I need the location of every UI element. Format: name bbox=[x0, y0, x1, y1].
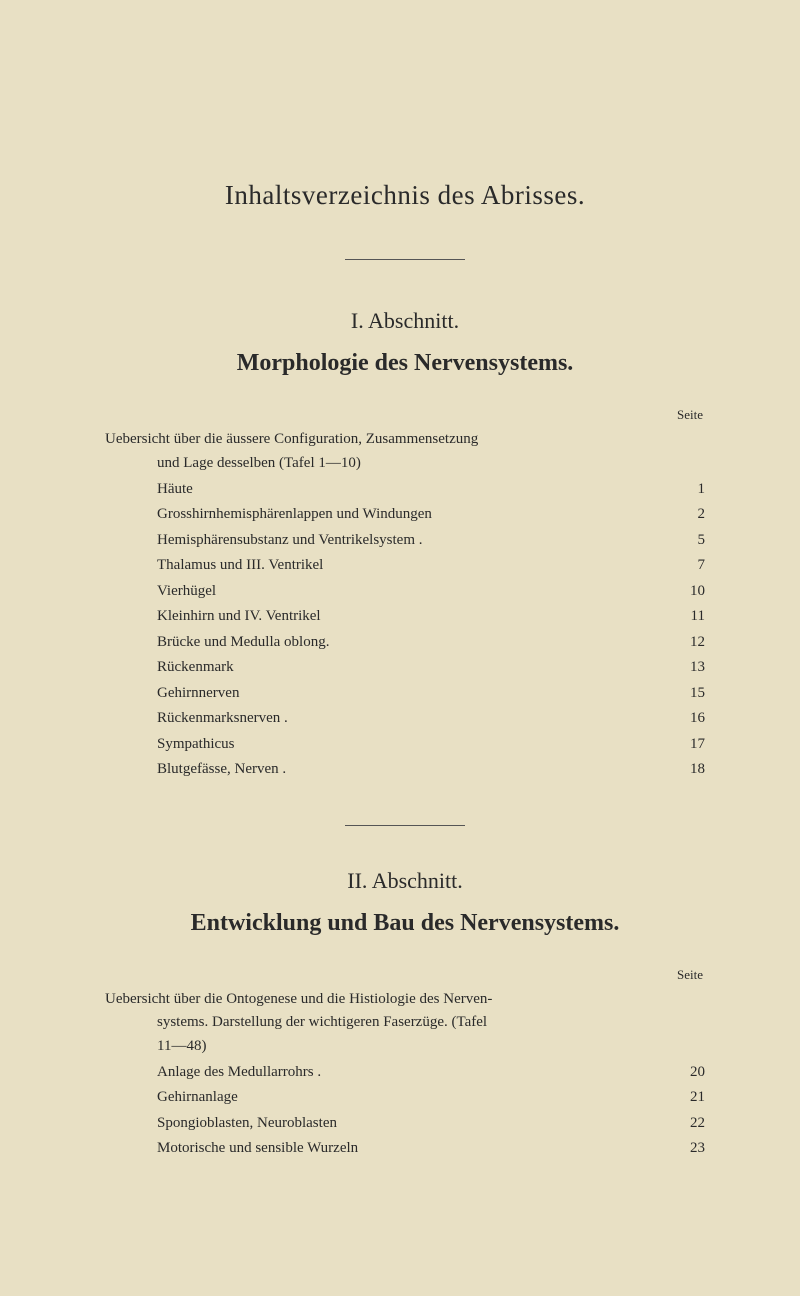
toc-row: Spongioblasten, Neuroblasten 22 bbox=[105, 1111, 705, 1137]
toc-dots bbox=[329, 1060, 669, 1086]
toc-dots bbox=[243, 732, 670, 758]
toc-row: Kleinhirn und IV. Ventrikel 11 bbox=[105, 604, 705, 630]
toc-entry-page: 23 bbox=[677, 1136, 705, 1162]
toc-entry-label: Brücke und Medulla oblong. bbox=[157, 630, 329, 656]
toc-row: Häute 1 bbox=[105, 477, 705, 503]
toc-row: Gehirnanlage 21 bbox=[105, 1085, 705, 1111]
toc-row: Rückenmarksnerven . 16 bbox=[105, 706, 705, 732]
toc-entry-page: 22 bbox=[677, 1111, 705, 1137]
toc-entry-label: Kleinhirn und IV. Ventrikel bbox=[157, 604, 321, 630]
toc-entry-page: 10 bbox=[677, 579, 705, 605]
toc-entry-page: 2 bbox=[677, 502, 705, 528]
toc-dots bbox=[345, 1111, 669, 1137]
toc-dots bbox=[224, 579, 669, 605]
toc-entry-label: Grosshirnhemisphärenlappen und Windungen bbox=[157, 502, 432, 528]
toc-dots bbox=[329, 604, 669, 630]
toc-entry-label: Motorische und sensible Wurzeln bbox=[157, 1136, 358, 1162]
toc-dots bbox=[296, 706, 669, 732]
toc-entry-page: 21 bbox=[677, 1085, 705, 1111]
toc-entry-label: Thalamus und III. Ventrikel bbox=[157, 553, 323, 579]
section-1-intro-1: Uebersicht über die äussere Configuratio… bbox=[105, 429, 705, 451]
toc-entry-label: Spongioblasten, Neuroblasten bbox=[157, 1111, 337, 1137]
section-1-number: I. Abschnitt. bbox=[105, 308, 705, 334]
toc-entry-label: Gehirnanlage bbox=[157, 1085, 238, 1111]
toc-row: Gehirnnerven 15 bbox=[105, 681, 705, 707]
section-2-intro-1: Uebersicht über die Ontogenese und die H… bbox=[105, 989, 705, 1011]
toc-row: Motorische und sensible Wurzeln 23 bbox=[105, 1136, 705, 1162]
toc-dots bbox=[431, 528, 669, 554]
section-1-toc: Häute1Grosshirnhemisphärenlappen und Win… bbox=[105, 477, 705, 783]
toc-entry-page: 5 bbox=[677, 528, 705, 554]
toc-dots bbox=[201, 477, 669, 503]
toc-entry-label: Gehirnnerven bbox=[157, 681, 239, 707]
toc-row: Brücke und Medulla oblong. 12 bbox=[105, 630, 705, 656]
toc-row: Blutgefässe, Nerven . 18 bbox=[105, 757, 705, 783]
section-2-intro-3: 11—48) bbox=[105, 1036, 705, 1058]
toc-entry-page: 15 bbox=[677, 681, 705, 707]
toc-entry-label: Rückenmark bbox=[157, 655, 234, 681]
toc-dots bbox=[440, 502, 669, 528]
toc-entry-page: 7 bbox=[677, 553, 705, 579]
toc-dots bbox=[294, 757, 669, 783]
toc-entry-page: 20 bbox=[677, 1060, 705, 1086]
title-divider bbox=[345, 259, 465, 260]
section-1: I. Abschnitt. Morphologie des Nervensyst… bbox=[105, 308, 705, 783]
section-2-title: Entwicklung und Bau des Nervensystems. bbox=[105, 910, 705, 937]
toc-entry-page: 17 bbox=[677, 732, 705, 758]
seite-label-2: Seite bbox=[105, 967, 705, 983]
seite-label-1: Seite bbox=[105, 407, 705, 423]
toc-entry-page: 12 bbox=[677, 630, 705, 656]
toc-entry-label: Sympathicus bbox=[157, 732, 235, 758]
toc-row: Hemisphärensubstanz und Ventrikelsystem … bbox=[105, 528, 705, 554]
toc-entry-label: Vierhügel bbox=[157, 579, 216, 605]
toc-entry-label: Rückenmarksnerven . bbox=[157, 706, 288, 732]
toc-row: Vierhügel 10 bbox=[105, 579, 705, 605]
toc-row: Sympathicus 17 bbox=[105, 732, 705, 758]
toc-dots bbox=[246, 1085, 669, 1111]
toc-row: Anlage des Medullarrohrs . 20 bbox=[105, 1060, 705, 1086]
toc-entry-page: 11 bbox=[677, 604, 705, 630]
section-2-number: II. Abschnitt. bbox=[105, 868, 705, 894]
toc-entry-label: Anlage des Medullarrohrs . bbox=[157, 1060, 321, 1086]
toc-entry-label: Blutgefässe, Nerven . bbox=[157, 757, 286, 783]
toc-entry-label: Hemisphärensubstanz und Ventrikelsystem … bbox=[157, 528, 423, 554]
toc-row: Grosshirnhemisphärenlappen und Windungen… bbox=[105, 502, 705, 528]
toc-entry-page: 18 bbox=[677, 757, 705, 783]
section-1-title: Morphologie des Nervensystems. bbox=[105, 350, 705, 377]
toc-dots bbox=[337, 630, 669, 656]
toc-entry-page: 16 bbox=[677, 706, 705, 732]
main-title: Inhaltsverzeichnis des Abrisses. bbox=[105, 180, 705, 211]
toc-dots bbox=[247, 681, 669, 707]
toc-dots bbox=[242, 655, 669, 681]
toc-dots bbox=[366, 1136, 669, 1162]
toc-dots bbox=[331, 553, 669, 579]
toc-entry-label: Häute bbox=[157, 477, 193, 503]
toc-row: Thalamus und III. Ventrikel 7 bbox=[105, 553, 705, 579]
toc-entry-page: 13 bbox=[677, 655, 705, 681]
section-2-intro-2: systems. Darstellung der wichtigeren Fas… bbox=[105, 1012, 705, 1034]
section-2-toc: Anlage des Medullarrohrs .20Gehirnanlage… bbox=[105, 1060, 705, 1162]
section-2: II. Abschnitt. Entwicklung und Bau des N… bbox=[105, 868, 705, 1162]
section-divider bbox=[345, 825, 465, 826]
toc-row: Rückenmark 13 bbox=[105, 655, 705, 681]
section-1-intro-2: und Lage desselben (Tafel 1—10) bbox=[105, 453, 705, 475]
toc-entry-page: 1 bbox=[677, 477, 705, 503]
